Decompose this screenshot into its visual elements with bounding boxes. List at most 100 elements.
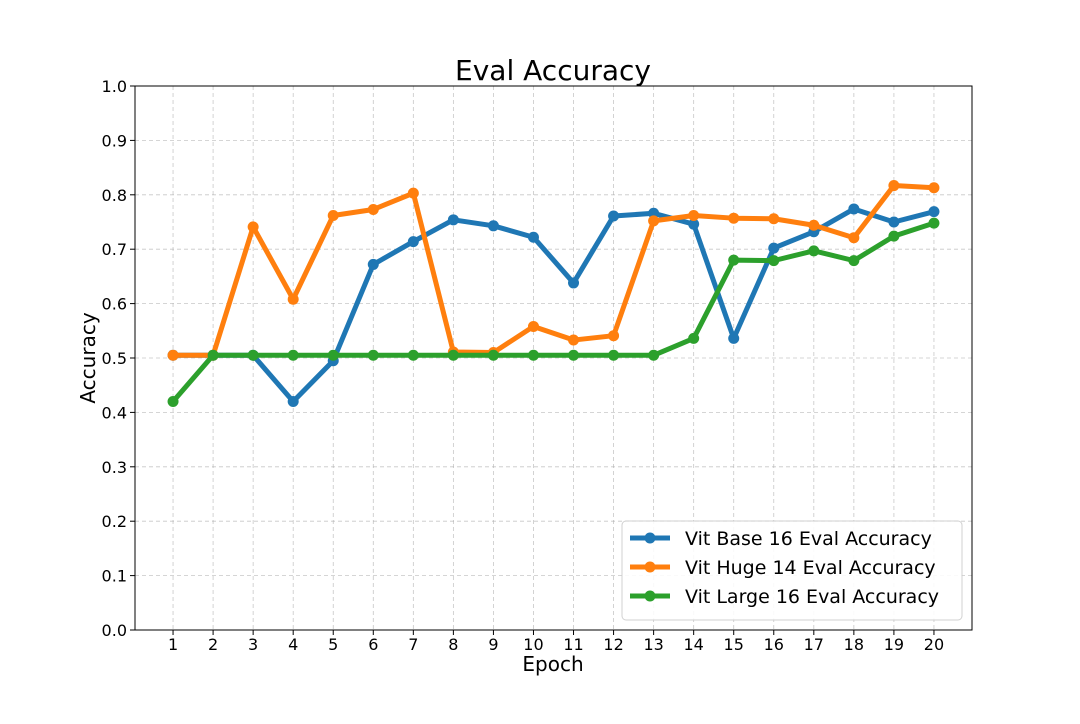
data-point [527,231,539,243]
data-point [888,180,900,192]
x-tick-label: 7 [408,635,418,654]
legend-box [621,520,963,621]
data-point [287,349,299,361]
y-tick-label: 0.4 [102,403,127,422]
series-line [170,183,937,358]
data-point [327,209,339,221]
data-point [447,214,459,226]
data-point [728,332,740,344]
data-point [527,320,539,332]
data-point [928,217,940,229]
data-point [287,396,299,408]
data-point [608,210,620,222]
x-tick-label: 2 [208,635,218,654]
x-tick-label: 5 [328,635,338,654]
data-point [367,203,379,215]
data-point [287,293,299,305]
data-point [888,230,900,242]
x-tick-label: 10 [523,635,543,654]
x-tick-label: 6 [368,635,378,654]
data-point [327,349,339,361]
data-point [487,349,499,361]
data-point [808,245,820,257]
data-point [527,349,539,361]
y-tick-label: 0.8 [102,186,127,205]
x-tick-label: 19 [884,635,904,654]
chart-title: Eval Accuracy [455,54,651,87]
data-point [247,221,259,233]
y-tick-label: 1.0 [102,77,127,96]
data-point [848,255,860,267]
x-tick-label: 12 [603,635,623,654]
data-point [808,219,820,231]
data-point [928,206,940,218]
legend-label: Vit Huge 14 Eval Accuracy [685,557,936,579]
data-point [568,334,580,346]
x-tick-label: 20 [924,635,944,654]
data-point [728,254,740,266]
y-tick-label: 0.7 [102,240,127,259]
x-tick-label: 9 [488,635,498,654]
x-tick-label: 18 [844,635,864,654]
data-point [928,182,940,194]
data-point [688,332,700,344]
data-point [728,212,740,224]
legend-item: Vit Base 16 Eval Accuracy [630,528,932,550]
legend-swatch-marker [644,532,656,544]
data-point [608,330,620,342]
y-tick-label: 0.0 [102,621,127,640]
data-point [247,349,259,361]
data-point [568,349,580,361]
y-tick-label: 0.3 [102,458,127,477]
data-point [648,207,660,219]
x-tick-label: 1 [168,635,178,654]
data-point [367,349,379,361]
data-point [407,236,419,248]
y-tick-label: 0.9 [102,131,127,150]
data-point [407,349,419,361]
y-axis-label: Accuracy [76,312,100,403]
y-tick-label: 0.6 [102,295,127,314]
legend-label: Vit Large 16 Eval Accuracy [685,586,939,608]
data-point [167,349,179,361]
legend-label: Vit Base 16 Eval Accuracy [685,528,932,550]
data-point [888,216,900,228]
x-tick-label: 13 [643,635,663,654]
data-point [608,349,620,361]
legend: Vit Base 16 Eval Accuracy Vit Huge 14 Eva… [621,520,963,621]
data-point [768,242,780,254]
legend-item: Vit Large 16 Eval Accuracy [630,586,939,608]
y-tick-label: 0.2 [102,512,127,531]
data-point [167,396,179,408]
data-point [407,187,419,199]
legend-item: Vit Huge 14 Eval Accuracy [630,557,936,579]
series-3 [167,217,940,408]
data-point [207,349,219,361]
data-point [447,349,459,361]
data-point [648,349,660,361]
data-point [568,277,580,289]
x-tick-label: 11 [563,635,583,654]
legend-swatch-marker [644,561,656,573]
x-tick-label: 17 [804,635,824,654]
data-point [768,213,780,225]
series-layer [167,180,940,408]
data-point [848,203,860,215]
legend-swatch-marker [644,590,656,602]
data-point [688,209,700,221]
x-tick-label: 14 [683,635,703,654]
y-tick-label: 0.1 [102,567,127,586]
ticks: 1 2 3 4 5 6 7 8 9 10 11 12 13 14 15 16 17 18 19 200.00.10.2… [102,77,945,654]
series-2 [167,180,940,361]
data-point [848,232,860,244]
x-axis-label: Epoch [522,652,583,676]
data-point [648,215,660,227]
y-tick-label: 0.5 [102,349,127,368]
x-tick-label: 8 [448,635,458,654]
data-point [367,258,379,270]
x-tick-label: 15 [724,635,744,654]
x-tick-label: 4 [288,635,298,654]
series-line [170,206,937,405]
